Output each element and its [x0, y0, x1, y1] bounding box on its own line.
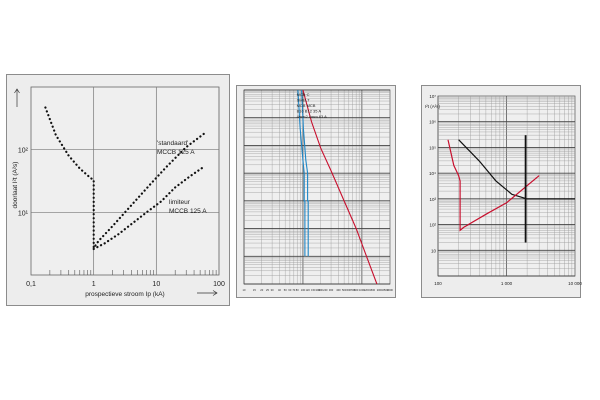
series-2-curve [302, 89, 378, 285]
y-tick-label: 10⁶ [429, 120, 436, 125]
x-tick-label: 600 [347, 288, 352, 292]
x-tick-label: 700 [351, 288, 356, 292]
y-tick-label: 10⁷ [429, 94, 436, 99]
annotation-limiteur-line1: limiteur [169, 199, 191, 206]
x-tick-label: 240 [323, 288, 328, 292]
let-through-chart: 0,1 1 10 100 10¹ 10² 'standaard' MCCB 125 A limi… [12, 86, 225, 298]
x-tick-label: 80 [296, 288, 299, 292]
x-tick-label: 800 [354, 288, 359, 292]
x-tick-label: 120 [305, 288, 310, 292]
annotation-limiteur-line2: MCCB 125 A [169, 208, 207, 215]
x-tick-label: 1 000 [501, 281, 513, 286]
series-1-curve [301, 89, 309, 257]
x-tick-label: 60 [288, 288, 291, 292]
x-tick-label: 10 000 [568, 281, 582, 286]
x-tick-label: 400 [336, 288, 341, 292]
y-tick-label: 10¹ [18, 210, 29, 217]
series-1-curve [447, 139, 540, 232]
x-tick-label: 2000 [377, 288, 383, 292]
x-tick-label: 300 [329, 288, 334, 292]
x-tick-label: 70 [292, 288, 295, 292]
x-tick-label: 20 [260, 288, 263, 292]
chart-panel-selectivity: 10⁷ 10⁶ 10⁵ 10⁴ 10³ 10² 10 100 1 000 10 000 I²t (A… [421, 85, 582, 298]
series-1-dotted-curve [92, 164, 207, 251]
legend-text-line: SMELT [297, 98, 311, 103]
x-tick-label: 180 [316, 288, 321, 292]
legend-text-line: MCB C [297, 92, 310, 97]
y-tick-label: 10² [18, 148, 29, 155]
x-tick-label: 10 [243, 288, 246, 292]
x-tick-label: 30 [271, 288, 274, 292]
x-tick-label: 100 [434, 281, 442, 286]
legend-text-line: B10 B12 35 A [297, 109, 322, 114]
y-tick-label: 10² [429, 223, 436, 228]
x-tick-label: 200 [319, 288, 324, 292]
x-tick-label: 500 [342, 288, 347, 292]
x-tick-label: 50 [284, 288, 287, 292]
y-tick-label: 10⁵ [429, 145, 436, 150]
x-tick-label: 150 [311, 288, 316, 292]
x-tick-label: 3000 [387, 288, 393, 292]
chart-panel-let-through: 0,1 1 10 100 10¹ 10² 'standaard' MCCB 125 A limi… [6, 74, 230, 306]
y-tick-label: 10 [431, 248, 437, 253]
series-0-curve [458, 139, 575, 200]
series-0-dotted-curve [44, 106, 207, 252]
legend-text-line: 4mm2 4mm 63 A [297, 114, 328, 119]
x-tick-label: 2500 [382, 288, 388, 292]
x-tick-label: 1 [92, 281, 96, 288]
annotation-standaard-line2: MCCB 125 A [157, 149, 195, 156]
x-tick-label: 25 [266, 288, 269, 292]
y-axis-label: doorlaat I²t (A²s) [12, 162, 19, 209]
chart-panel-tripping-curves: MCB C SMELT MCB MCB B10 B12 35 A 4mm2 4mm 63… [236, 85, 396, 298]
x-tick-label: 15 [253, 288, 256, 292]
x-tick-label: 1000 [359, 288, 365, 292]
x-tick-label: 40 [278, 288, 281, 292]
y-axis-label: I²t (A²s) [425, 104, 440, 109]
x-axis-arrow [197, 290, 218, 296]
y-axis-arrow [14, 88, 20, 107]
x-tick-label: 100 [301, 288, 306, 292]
x-tick-label: 1500 [369, 288, 375, 292]
plot-area [243, 89, 391, 285]
series-0-curve [297, 89, 306, 257]
x-axis-label: prospectieve stroom Ip (kA) [85, 291, 164, 298]
x-tick-label: 1200 [364, 288, 370, 292]
x-tick-label: 0,1 [26, 281, 36, 288]
y-tick-label: 10⁴ [429, 171, 436, 176]
y-tick-label: 10³ [429, 197, 436, 202]
plot-area [30, 86, 220, 276]
annotation-standaard-line1: 'standaard' [157, 140, 188, 147]
x-tick-label: 100 [213, 281, 225, 288]
x-tick-label: 10 [152, 281, 160, 288]
legend-text-line: MCB MCB [297, 103, 316, 108]
selectivity-chart: 10⁷ 10⁶ 10⁵ 10⁴ 10³ 10² 10 100 1 000 10 000 I²t (A… [425, 94, 582, 286]
